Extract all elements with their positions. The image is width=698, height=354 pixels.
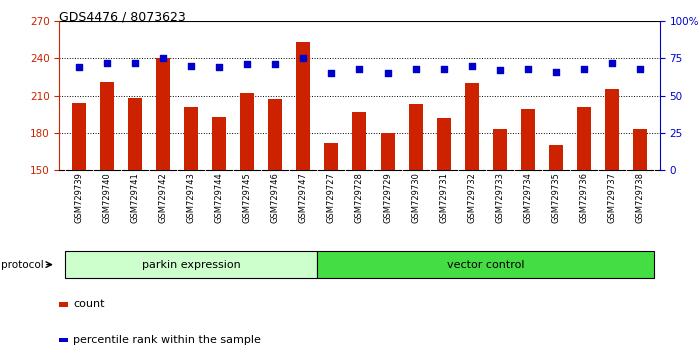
Text: GSM729743: GSM729743 [186, 172, 195, 223]
Point [269, 62, 281, 67]
Text: GSM729728: GSM729728 [355, 172, 364, 223]
Text: protocol: protocol [1, 259, 44, 270]
Text: GSM729741: GSM729741 [131, 172, 140, 223]
Text: GDS4476 / 8073623: GDS4476 / 8073623 [59, 11, 186, 24]
Text: GSM729744: GSM729744 [215, 172, 224, 223]
Bar [605, 89, 619, 170]
Text: GSM729727: GSM729727 [327, 172, 336, 223]
Text: vector control: vector control [447, 259, 524, 270]
Text: GSM729737: GSM729737 [607, 172, 616, 223]
Point [158, 56, 169, 61]
Text: count: count [73, 299, 105, 309]
Point [354, 66, 365, 72]
Point [550, 69, 561, 75]
Point [298, 56, 309, 61]
Text: GSM729745: GSM729745 [243, 172, 252, 223]
Point [214, 64, 225, 70]
Point [438, 66, 450, 72]
Bar [549, 145, 563, 170]
Text: GSM729739: GSM729739 [75, 172, 84, 223]
Point [101, 60, 112, 66]
Bar [297, 42, 311, 170]
Bar [437, 118, 451, 170]
Point [186, 63, 197, 69]
Text: GSM729734: GSM729734 [524, 172, 533, 223]
Text: GSM729729: GSM729729 [383, 172, 392, 223]
Point [410, 66, 421, 72]
Bar [318, 251, 654, 278]
Bar [268, 99, 282, 170]
Point [382, 70, 393, 76]
Bar [65, 251, 318, 278]
Text: GSM729747: GSM729747 [299, 172, 308, 223]
Point [326, 70, 337, 76]
Bar [184, 107, 198, 170]
Point [607, 60, 618, 66]
Text: percentile rank within the sample: percentile rank within the sample [73, 335, 261, 345]
Bar [156, 58, 170, 170]
Bar [212, 116, 226, 170]
Bar [380, 133, 394, 170]
Point [73, 64, 84, 70]
Text: GSM729730: GSM729730 [411, 172, 420, 223]
Point [466, 63, 477, 69]
Bar [465, 83, 479, 170]
Text: GSM729738: GSM729738 [635, 172, 644, 223]
Text: GSM729735: GSM729735 [551, 172, 560, 223]
Text: GSM729742: GSM729742 [158, 172, 168, 223]
Text: GSM729740: GSM729740 [103, 172, 112, 223]
Text: GSM729736: GSM729736 [579, 172, 588, 223]
Bar [493, 129, 507, 170]
Point [242, 62, 253, 67]
Bar [128, 98, 142, 170]
Bar [521, 109, 535, 170]
Bar [577, 107, 591, 170]
Bar [240, 93, 254, 170]
Text: GSM729733: GSM729733 [495, 172, 504, 223]
Point [634, 66, 646, 72]
Bar [408, 104, 422, 170]
Text: GSM729746: GSM729746 [271, 172, 280, 223]
Text: GSM729732: GSM729732 [467, 172, 476, 223]
Text: GSM729731: GSM729731 [439, 172, 448, 223]
Bar [352, 112, 366, 170]
Bar [72, 103, 86, 170]
Point [494, 68, 505, 73]
Point [522, 66, 533, 72]
Bar [100, 82, 114, 170]
Point [130, 60, 141, 66]
Text: parkin expression: parkin expression [142, 259, 241, 270]
Point [578, 66, 589, 72]
Bar [325, 143, 339, 170]
Bar [633, 129, 647, 170]
